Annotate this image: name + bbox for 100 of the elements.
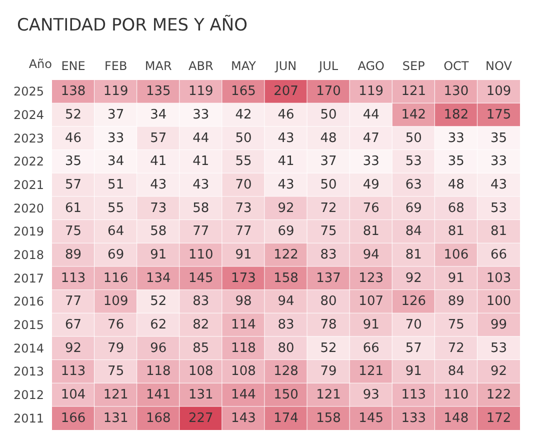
data-label: 123 bbox=[358, 270, 384, 286]
data-label: 43 bbox=[192, 178, 210, 192]
data-label: 53 bbox=[490, 340, 507, 356]
data-label: 69 bbox=[405, 200, 422, 216]
data-label: 107 bbox=[358, 294, 384, 310]
data-label: 106 bbox=[444, 248, 469, 262]
x-tick-label: OCT bbox=[444, 59, 470, 73]
data-label: 77 bbox=[65, 294, 82, 310]
data-label: 68 bbox=[448, 200, 464, 216]
data-label: 158 bbox=[274, 270, 298, 286]
data-label: 83 bbox=[192, 294, 210, 310]
data-label: 33 bbox=[108, 130, 124, 146]
data-label: 119 bbox=[188, 84, 214, 100]
data-label: 57 bbox=[65, 178, 82, 192]
data-label: 121 bbox=[358, 364, 384, 380]
data-label: 89 bbox=[448, 294, 464, 310]
data-label: 37 bbox=[108, 108, 124, 122]
data-label: 75 bbox=[320, 224, 337, 240]
data-label: 77 bbox=[192, 224, 210, 240]
data-label: 143 bbox=[231, 410, 256, 426]
data-label: 91 bbox=[405, 364, 422, 380]
data-label: 43 bbox=[150, 178, 167, 192]
data-label: 93 bbox=[362, 388, 380, 402]
data-label: 165 bbox=[231, 84, 256, 100]
y-tick-label: 2019 bbox=[13, 224, 44, 239]
x-tick-label: ABR bbox=[188, 59, 214, 73]
y-tick-label: 2021 bbox=[13, 178, 44, 192]
data-label: 119 bbox=[103, 84, 128, 100]
data-label: 72 bbox=[320, 200, 337, 216]
y-tick-label: 2018 bbox=[13, 248, 44, 262]
y-tick-label: 2013 bbox=[13, 364, 44, 379]
data-label: 50 bbox=[320, 178, 337, 192]
data-label: 91 bbox=[150, 248, 167, 262]
x-tick-label: FEB bbox=[104, 59, 128, 73]
data-label: 81 bbox=[362, 224, 380, 240]
data-label: 44 bbox=[192, 130, 210, 146]
x-tick-label: AGO bbox=[358, 59, 384, 73]
data-label: 34 bbox=[108, 154, 124, 170]
data-label: 63 bbox=[405, 178, 422, 192]
data-label: 52 bbox=[320, 340, 337, 356]
data-label: 109 bbox=[486, 84, 512, 100]
data-label: 79 bbox=[320, 364, 337, 380]
data-label: 135 bbox=[146, 84, 171, 100]
data-label: 57 bbox=[405, 340, 422, 356]
data-label: 73 bbox=[150, 200, 167, 216]
data-label: 44 bbox=[362, 108, 380, 122]
data-label: 103 bbox=[486, 270, 512, 286]
data-label: 121 bbox=[103, 388, 128, 402]
data-label: 110 bbox=[188, 248, 214, 262]
data-label: 227 bbox=[188, 410, 214, 426]
data-label: 58 bbox=[150, 224, 167, 240]
data-label: 92 bbox=[65, 340, 82, 356]
data-label: 145 bbox=[358, 410, 384, 426]
data-label: 99 bbox=[490, 318, 507, 332]
data-label: 182 bbox=[444, 108, 469, 122]
data-label: 94 bbox=[362, 248, 380, 262]
data-label: 41 bbox=[278, 154, 294, 170]
data-label: 122 bbox=[486, 388, 512, 402]
data-label: 121 bbox=[401, 84, 426, 100]
data-label: 91 bbox=[362, 318, 380, 332]
data-label: 76 bbox=[362, 200, 380, 216]
data-label: 109 bbox=[103, 294, 128, 310]
data-label: 173 bbox=[231, 270, 256, 286]
data-label: 145 bbox=[188, 270, 214, 286]
y-axis-title: Año bbox=[28, 57, 52, 71]
data-label: 47 bbox=[362, 130, 380, 146]
data-label: 104 bbox=[60, 388, 86, 402]
data-label: 53 bbox=[490, 200, 507, 216]
data-label: 37 bbox=[320, 154, 337, 170]
data-label: 35 bbox=[490, 130, 507, 146]
data-label: 91 bbox=[235, 248, 252, 262]
data-label: 85 bbox=[192, 340, 210, 356]
data-label: 137 bbox=[316, 270, 341, 286]
data-label: 96 bbox=[150, 340, 167, 356]
data-label: 83 bbox=[320, 248, 337, 262]
data-label: 81 bbox=[448, 224, 464, 240]
data-label: 35 bbox=[65, 154, 82, 170]
data-label: 81 bbox=[405, 248, 422, 262]
data-label: 142 bbox=[401, 108, 426, 122]
data-label: 50 bbox=[235, 130, 252, 146]
data-label: 108 bbox=[188, 364, 214, 380]
data-label: 170 bbox=[316, 84, 341, 100]
data-label: 41 bbox=[150, 154, 167, 170]
data-label: 33 bbox=[362, 154, 380, 170]
y-tick-label: 2014 bbox=[13, 341, 44, 356]
data-label: 89 bbox=[65, 248, 82, 262]
x-tick-label: MAY bbox=[230, 59, 257, 73]
data-label: 126 bbox=[401, 294, 426, 310]
data-label: 69 bbox=[278, 224, 294, 240]
data-label: 83 bbox=[278, 318, 294, 332]
data-label: 64 bbox=[108, 224, 124, 240]
data-label: 134 bbox=[146, 270, 171, 286]
data-label: 207 bbox=[274, 84, 298, 100]
data-label: 51 bbox=[108, 178, 124, 192]
data-label: 128 bbox=[274, 364, 298, 380]
data-label: 116 bbox=[103, 270, 128, 286]
data-label: 118 bbox=[231, 340, 256, 356]
data-label: 48 bbox=[448, 178, 464, 192]
x-tick-label: JUN bbox=[274, 59, 297, 73]
data-label: 70 bbox=[235, 178, 252, 192]
